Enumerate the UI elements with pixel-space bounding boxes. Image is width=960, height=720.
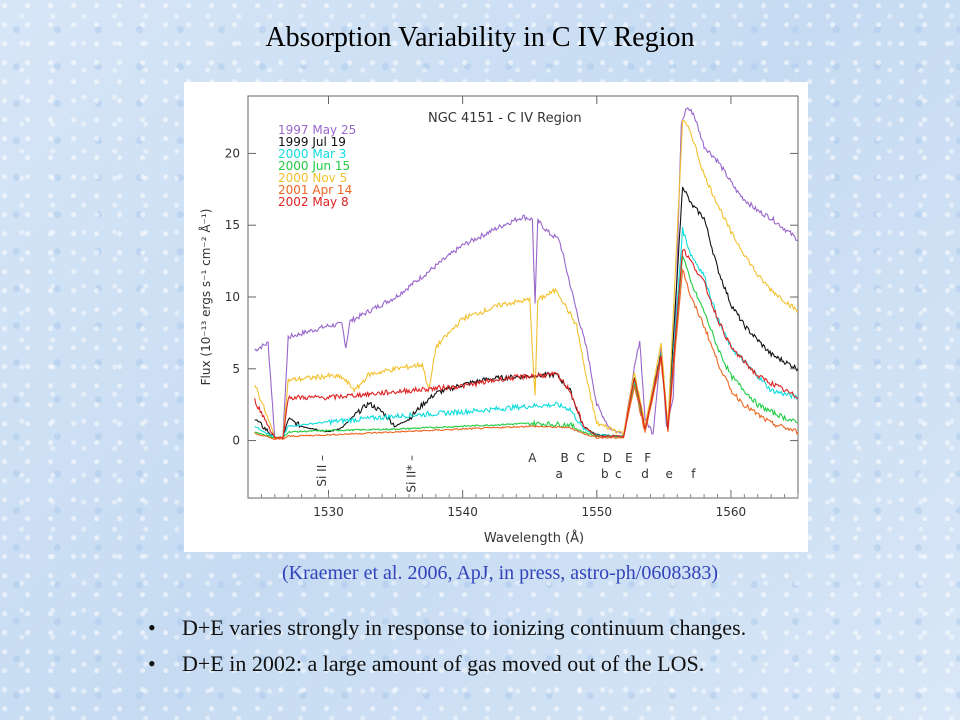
slide-title: Absorption Variability in C IV Region (265, 22, 695, 53)
y-tick-label: 0 (232, 434, 240, 448)
y-axis-label: Flux (10⁻¹³ ergs s⁻¹ cm⁻² Å⁻¹) (198, 209, 213, 386)
line-id-label: Si II* – (405, 455, 419, 493)
y-tick-label: 5 (232, 362, 240, 376)
x-tick-label: 1530 (313, 505, 344, 519)
citation: (Kraemer et al. 2006, ApJ, in press, ast… (281, 562, 718, 584)
line-id-label: Si II – (315, 455, 329, 487)
component-label: f (691, 467, 696, 481)
bullet-dot: • (148, 615, 156, 640)
bullet-item: • D+E in 2002: a large amount of gas move… (148, 646, 746, 682)
legend-entry: 1999 Jul 19 (278, 135, 346, 149)
spectrum-chart: 1530 1540 1550 1560 0 5 10 15 20 Si II – Si II* –… (198, 95, 799, 546)
series-line (254, 107, 799, 439)
bullet-dot: • (148, 651, 156, 676)
series-line (254, 186, 799, 440)
component-label: F (644, 451, 651, 465)
series-line (254, 268, 799, 441)
x-tick-label: 1560 (716, 505, 747, 519)
y-tick-label: 10 (225, 290, 240, 304)
legend-entry: 2002 May 8 (278, 195, 349, 209)
y-tick-label: 20 (225, 146, 240, 160)
legend-entry: 2000 Mar 3 (278, 147, 346, 161)
x-axis-label: Wavelength (Å) (484, 530, 584, 546)
component-label: D (603, 451, 612, 465)
legend-entry: 2000 Jun 15 (278, 159, 350, 173)
series-line (254, 248, 799, 440)
y-tick-label: 15 (225, 218, 240, 232)
series-line (254, 255, 799, 439)
component-label: B (560, 451, 568, 465)
series-line (254, 119, 799, 440)
component-label: e (666, 467, 673, 481)
chart-figure: 1530 1540 1550 1560 0 5 10 15 20 Si II – Si II* –… (184, 82, 808, 552)
component-label: C (576, 451, 584, 465)
component-label: d (641, 467, 649, 481)
component-label: c (615, 467, 622, 481)
bullet-item: • D+E varies strongly in response to ioni… (148, 610, 746, 646)
legend-entry: 2000 Nov 5 (278, 171, 347, 185)
legend-entry: 1997 May 25 (278, 123, 356, 137)
legend-entry: 2001 Apr 14 (278, 183, 352, 197)
series-line (254, 226, 799, 439)
component-label: a (556, 467, 563, 481)
chart-title: NGC 4151 - C IV Region (428, 111, 582, 126)
bullet-text: D+E in 2002: a large amount of gas moved… (182, 651, 705, 676)
bullet-list: • D+E varies strongly in response to ioni… (148, 610, 746, 682)
bullet-text: D+E varies strongly in response to ioniz… (182, 615, 747, 640)
component-label: A (528, 451, 537, 465)
x-tick-label: 1540 (447, 505, 478, 519)
component-label: b (601, 467, 609, 481)
x-tick-label: 1550 (582, 505, 613, 519)
component-label: E (625, 451, 633, 465)
